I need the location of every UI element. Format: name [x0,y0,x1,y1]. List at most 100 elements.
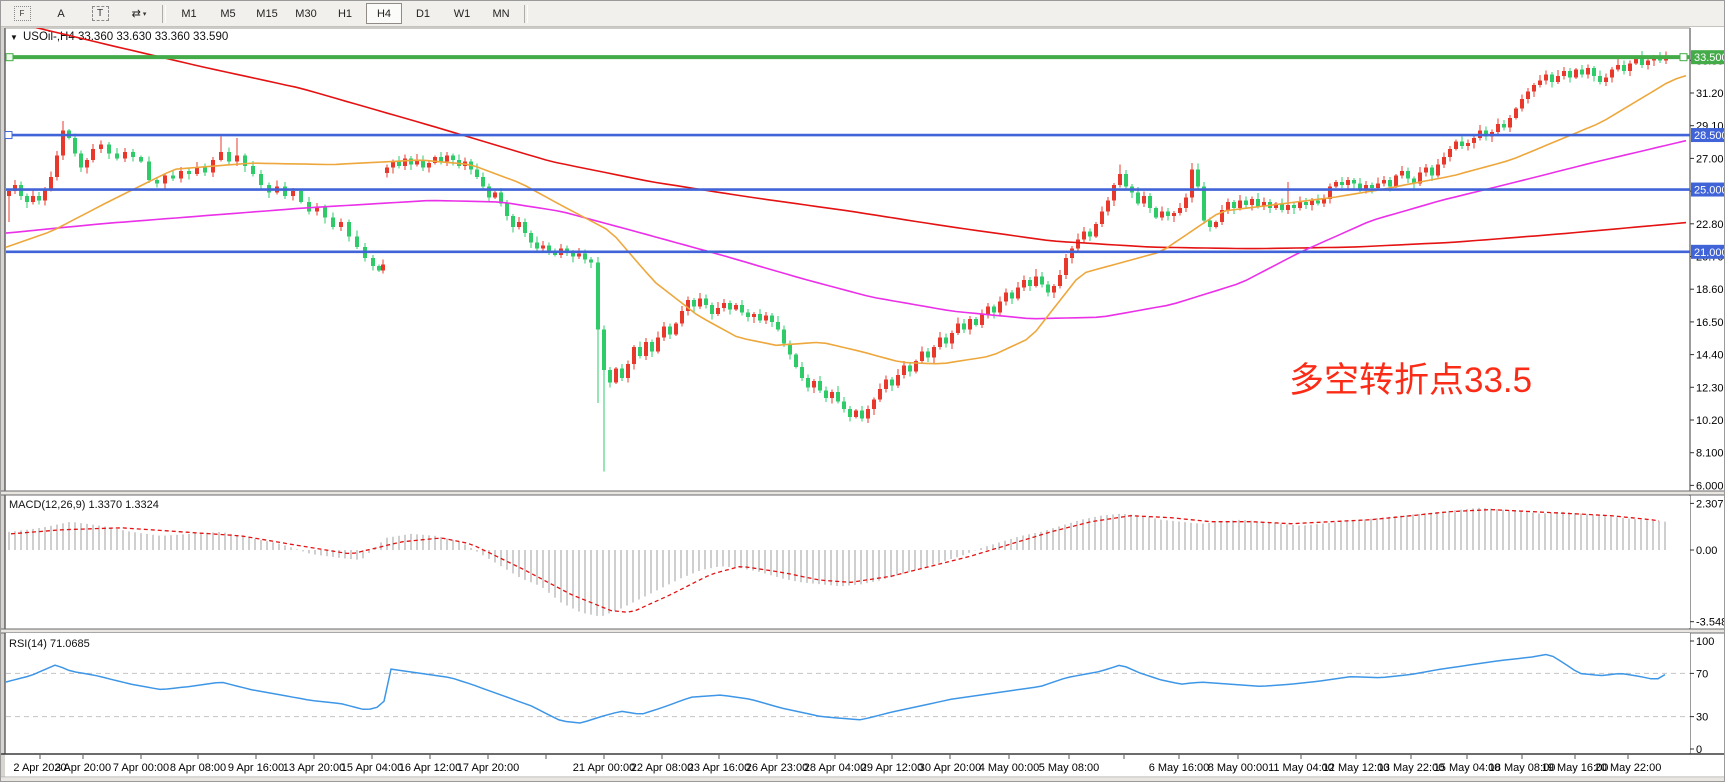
candle [1580,64,1584,78]
candle [331,212,335,230]
candle-body [1514,108,1518,118]
candle [347,219,351,242]
candle [1346,176,1350,190]
candle-body [836,391,840,402]
candle-body [1568,71,1572,78]
candle-body [788,343,792,355]
splitter-2[interactable] [1,629,1725,633]
macd-histogram [8,507,1666,616]
candle-body [1226,201,1230,210]
candle-body [299,191,303,202]
timeframe-button-m30[interactable]: M30 [295,7,317,20]
candle [830,389,834,404]
candle [1328,183,1332,204]
arrows-tool[interactable]: ⇄ ▾ [121,3,157,24]
candle [710,302,714,320]
time-tick-label: 22 Apr 08:00 [631,762,693,774]
candle-body [614,368,618,383]
candle-body [1460,141,1464,146]
candle [680,306,684,327]
candle-body [1406,170,1410,179]
candle-body [860,410,864,419]
line-handle[interactable] [4,131,13,140]
candle [1436,158,1440,178]
candle-body [251,166,255,174]
text-label-tool[interactable]: A [43,3,79,24]
candle [620,363,624,381]
timeframe-button-m5[interactable]: M5 [220,7,236,20]
rsi-line [5,653,1666,724]
timeframe-button-d1[interactable]: D1 [415,7,431,20]
candle [950,330,954,349]
candle-body [1370,184,1374,188]
candle-body [331,217,335,227]
timeframe-button-mn[interactable]: MN [492,7,510,20]
candle [1592,66,1596,82]
price-level-badge [1691,244,1724,259]
candle [107,141,111,160]
candle-body [662,326,666,338]
candle-body [1640,58,1644,65]
candle [722,298,726,312]
rsi-tick-label: 30 [1696,712,1708,724]
ma-orange-line [6,74,1687,365]
candle [421,155,425,172]
candle [1070,246,1074,264]
candle [740,299,744,316]
candle-body [1286,205,1290,210]
candle [1550,71,1554,88]
candle-body [583,253,587,260]
candle-body [1298,201,1302,209]
candle [1154,206,1158,220]
price-level-badge-label: 25.000 [1694,185,1725,197]
timeframe-button-m15[interactable]: M15 [256,7,278,20]
line-handle[interactable] [1679,53,1688,62]
line-handle[interactable] [5,53,14,62]
candle-body [854,410,858,417]
window-left-edge [1,27,5,777]
candle-body [421,159,425,168]
candle-body [1184,197,1188,209]
candle [1082,227,1086,243]
candle-body [1346,180,1350,185]
candle [770,313,774,328]
rsi-tick-label: 100 [1696,636,1714,648]
time-tick-label: 30 Apr 20:00 [919,762,981,774]
collapse-arrow-icon: ▼ [10,33,18,42]
candle [139,155,143,164]
time-tick-label: 12 May 12:00 [1323,762,1390,774]
candle [638,341,642,359]
candle [1394,173,1398,188]
candle [13,180,17,195]
text-tool[interactable]: T [82,3,118,24]
candle [1448,146,1452,162]
candle [824,386,828,403]
timeframe-button-h4[interactable]: H4 [366,3,402,24]
candle-body [1292,205,1296,209]
candle-body [830,391,834,399]
candle-body [1424,167,1428,173]
ma-red-line [35,28,1687,250]
candle-body [1538,80,1542,86]
candle-body [475,169,479,178]
candle [1052,284,1056,299]
candle [1112,182,1116,207]
candle-body [163,175,167,184]
candle [914,359,918,374]
candle [1340,176,1344,188]
fibonacci-tool[interactable]: F [4,3,40,24]
candle [728,300,732,315]
candle [1376,177,1380,191]
candle [371,255,375,271]
candle-body [1016,287,1020,299]
timeframe-button-m1[interactable]: M1 [181,7,197,20]
timeframe-button-w1[interactable]: W1 [453,7,471,20]
candle-body [914,360,918,372]
candle [1424,163,1428,177]
candle [764,311,768,325]
splitter-1[interactable] [1,491,1725,495]
timeframe-button-h1[interactable]: H1 [337,7,353,20]
candle [734,303,738,311]
